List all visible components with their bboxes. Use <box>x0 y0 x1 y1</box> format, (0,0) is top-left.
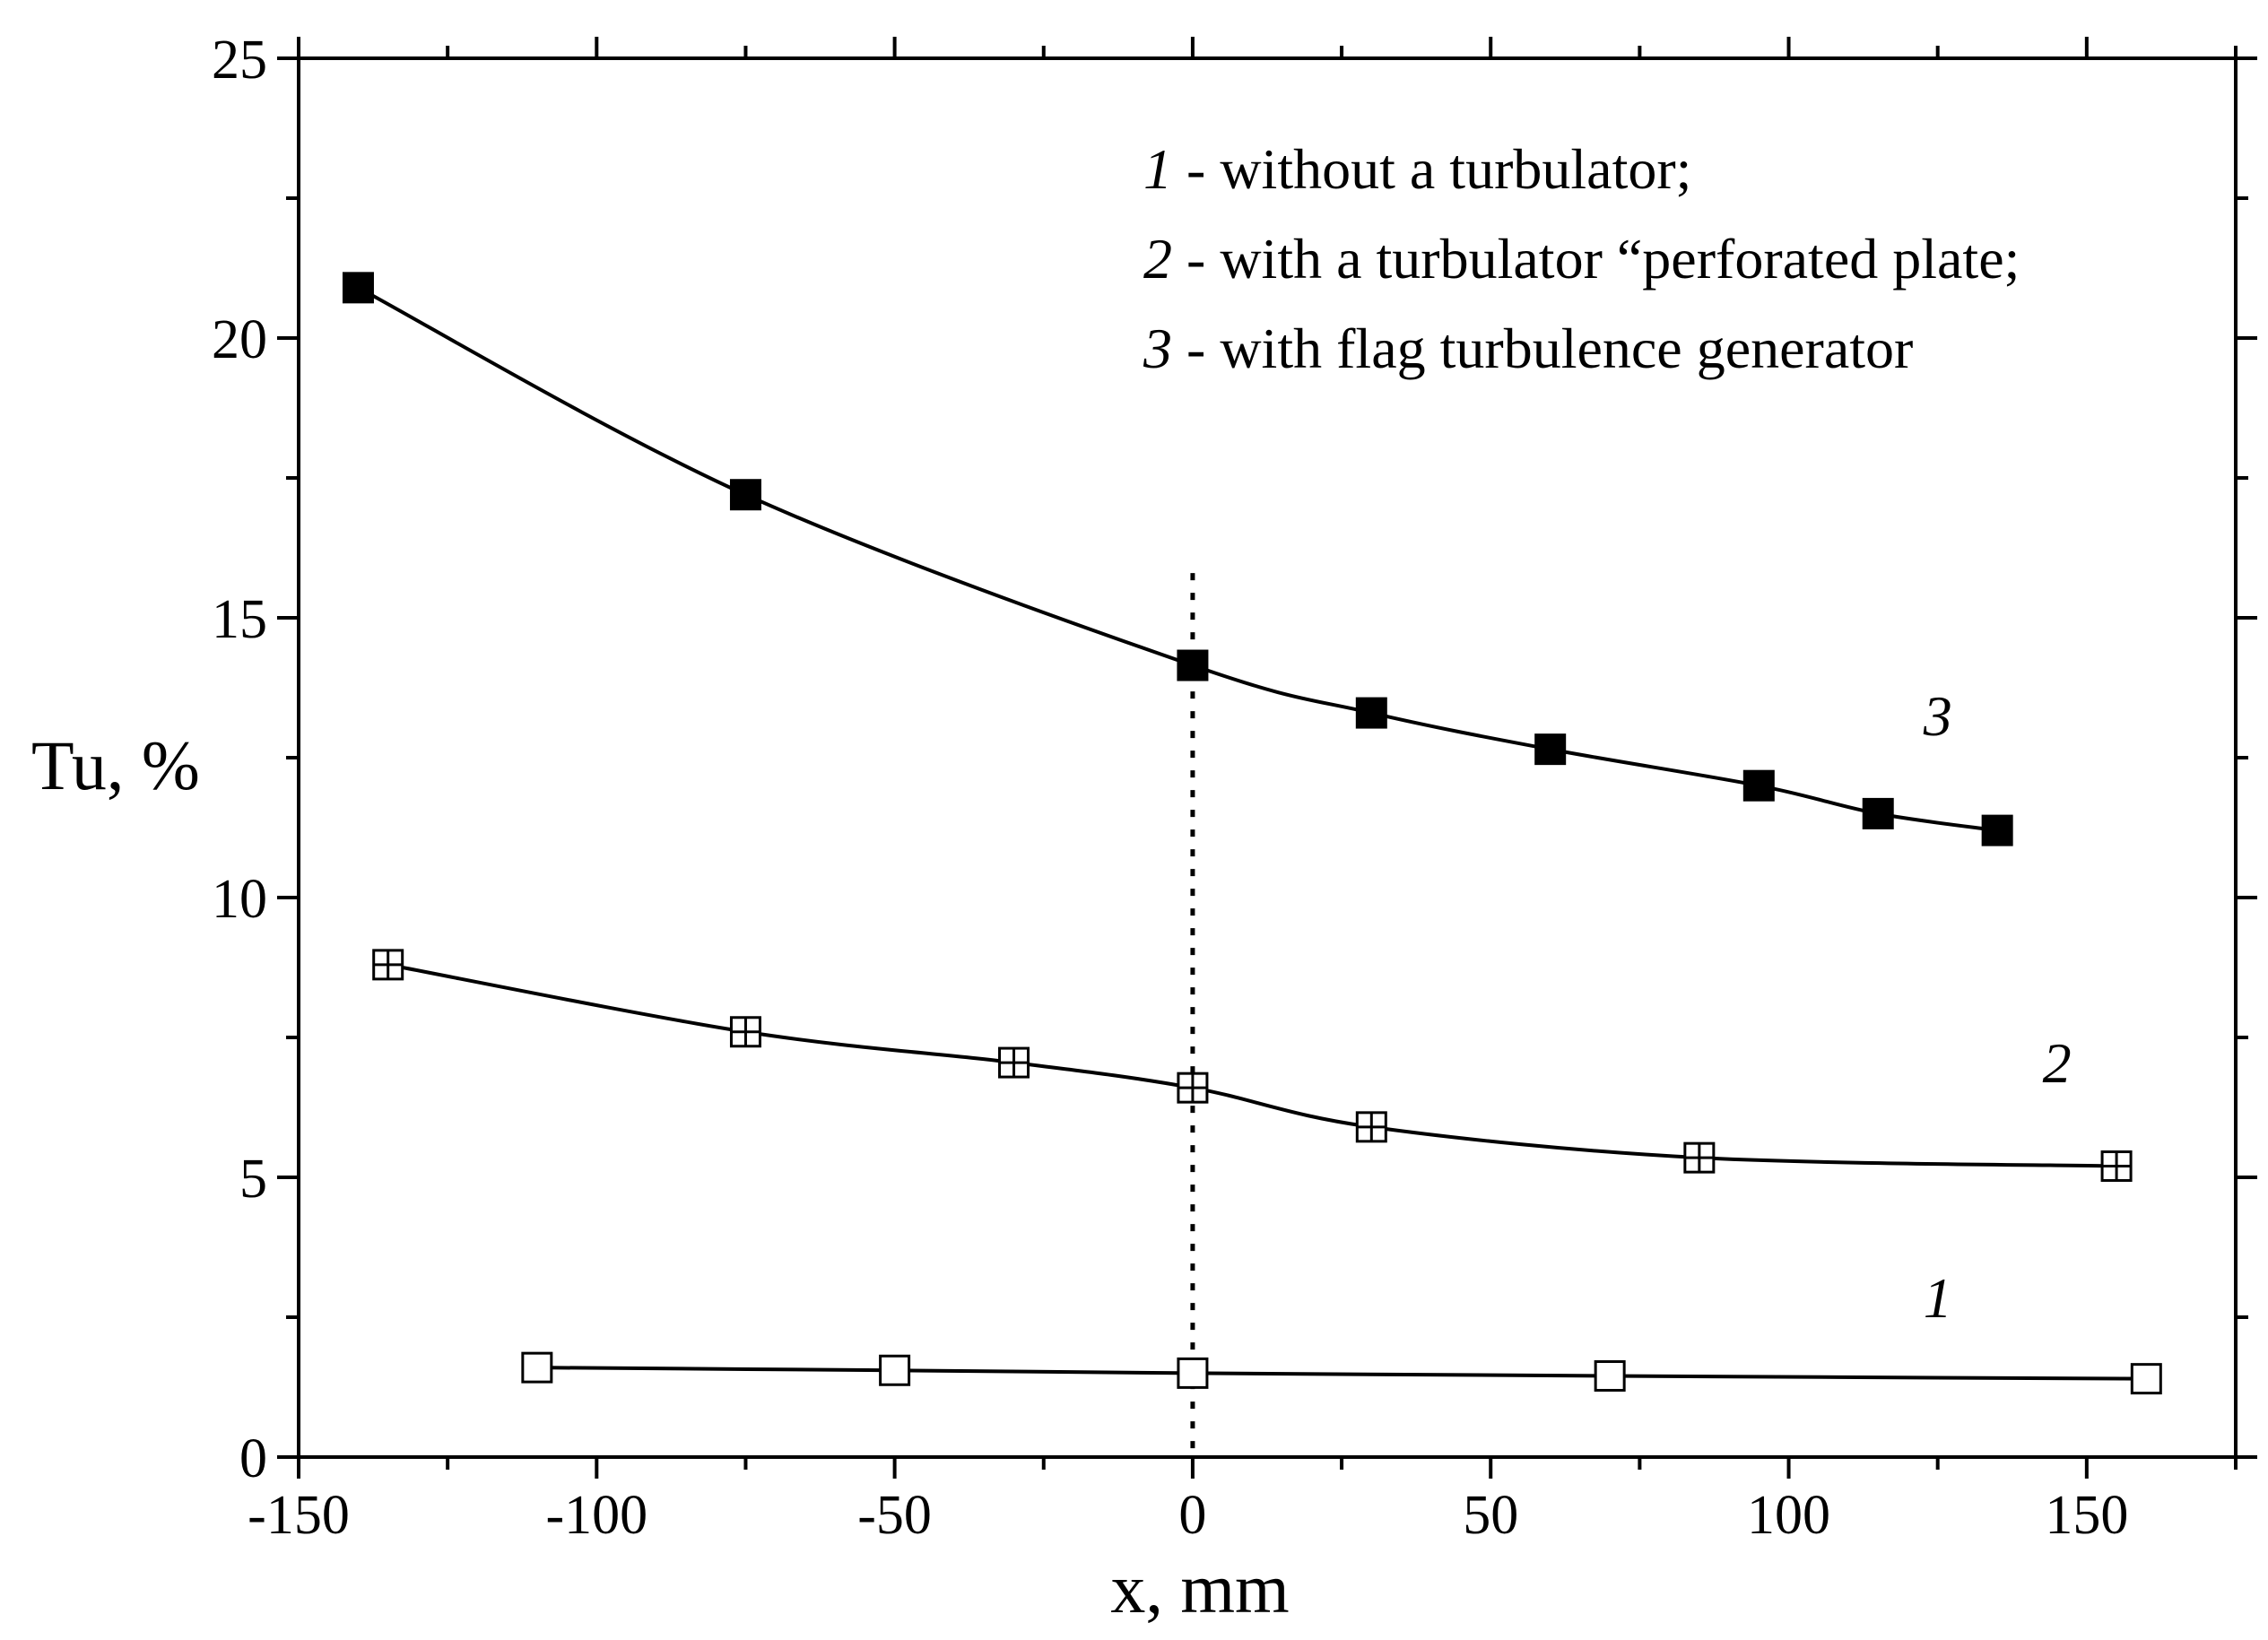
x-tick-labels: -150 -100 -50 0 50 100 150 <box>248 1485 2128 1546</box>
legend-number-3: 3 <box>1143 317 1172 380</box>
curve-labels: 1 2 3 <box>1923 684 2072 1330</box>
x-tick-label: 150 <box>2045 1485 2128 1546</box>
y-tick-labels: 0 5 10 15 20 25 <box>212 30 267 1489</box>
series-2-point <box>372 949 404 981</box>
series-3-point <box>729 479 761 511</box>
series-3-point <box>1355 697 1387 729</box>
y-tick-label: 10 <box>212 869 267 930</box>
series-1-point <box>2130 1363 2162 1395</box>
y-tick-label: 15 <box>212 589 267 650</box>
legend: 1 - without a turbulator; 2 - with a tur… <box>1143 137 2020 380</box>
series-2-point <box>729 1016 761 1048</box>
series-2-point <box>1355 1111 1387 1143</box>
x-tick-label: -100 <box>545 1485 647 1546</box>
legend-text-2: - with a turbulator “perforated plate; <box>1172 227 2020 291</box>
series-3-point <box>1177 649 1209 681</box>
series-3-point <box>342 272 374 304</box>
curve-label-3: 3 <box>1923 684 1952 748</box>
y-tick-label: 20 <box>212 309 267 370</box>
legend-number-2: 2 <box>1143 227 1172 291</box>
x-tick-label: 100 <box>1747 1485 1830 1546</box>
series-2-point <box>998 1046 1030 1079</box>
x-tick-label: -150 <box>248 1485 350 1546</box>
legend-entry-1: 1 - without a turbulator; <box>1143 137 1691 201</box>
x-tick-label: -50 <box>857 1485 932 1546</box>
legend-number-1: 1 <box>1143 137 1172 201</box>
x-tick-label: 50 <box>1463 1485 1518 1546</box>
series-3-point <box>1862 797 1894 829</box>
series-1-point <box>1177 1357 1209 1389</box>
curve-label-2: 2 <box>2043 1031 2072 1095</box>
legend-entry-2: 2 - with a turbulator “perforated plate; <box>1143 227 2020 291</box>
series-2-point <box>1177 1072 1209 1104</box>
x-tick-label: 0 <box>1178 1485 1206 1546</box>
y-axis-title: Tu, % <box>31 726 200 804</box>
series-1-point <box>1594 1360 1626 1393</box>
series-layer <box>342 272 2162 1395</box>
axis-ticks <box>277 37 2257 1479</box>
series-1-line <box>536 1366 2147 1381</box>
series-2-point <box>2100 1150 2133 1183</box>
y-tick-label: 5 <box>239 1149 267 1210</box>
series-3-point <box>1534 733 1567 766</box>
series-1-point <box>879 1354 911 1386</box>
y-tick-label: 0 <box>239 1428 267 1489</box>
curve-label-1: 1 <box>1924 1266 1952 1330</box>
series-2-point <box>1683 1141 1716 1174</box>
series-3-point <box>1981 814 2013 846</box>
series-3-line <box>357 286 1998 833</box>
x-axis-title: x, mm <box>1110 1549 1289 1627</box>
series-1-point <box>521 1351 553 1384</box>
legend-entry-3: 3 - with flag turbulence generator <box>1143 317 1913 380</box>
series-2-line <box>387 962 2117 1168</box>
legend-text-1: - without a turbulator; <box>1172 137 1691 201</box>
series-3-point <box>1742 769 1775 802</box>
y-tick-label: 25 <box>212 30 267 91</box>
legend-text-3: - with flag turbulence generator <box>1172 317 1913 380</box>
